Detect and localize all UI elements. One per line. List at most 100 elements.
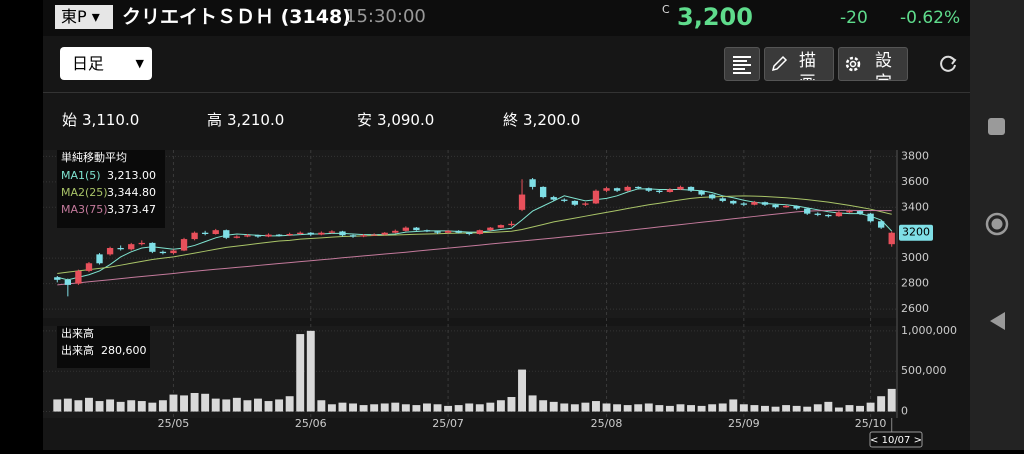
candle-body bbox=[117, 248, 124, 250]
ma-line bbox=[57, 188, 893, 281]
gear-icon bbox=[845, 56, 861, 72]
header-bar bbox=[43, 0, 970, 36]
volume-bar bbox=[496, 400, 505, 412]
y-tick-label: 3800 bbox=[901, 149, 929, 162]
candle-body bbox=[487, 227, 494, 231]
volume-bar bbox=[106, 399, 115, 412]
volume-bar bbox=[613, 404, 622, 412]
volume-bar bbox=[866, 402, 875, 412]
nav-bar bbox=[970, 0, 1024, 450]
candle-body bbox=[381, 232, 388, 235]
period-select[interactable]: 日足 ▼ bbox=[60, 47, 152, 80]
candle-body bbox=[782, 206, 790, 208]
candle-body bbox=[751, 202, 758, 205]
legend-value: 3,344.80 bbox=[107, 186, 156, 199]
summary-item: 高 3,210.0 bbox=[207, 109, 284, 130]
summary-item: 始 3,110.0 bbox=[62, 109, 139, 130]
volume-bar bbox=[655, 405, 664, 412]
candle-body bbox=[687, 186, 695, 191]
period: 日足 bbox=[72, 54, 105, 73]
volume-bar bbox=[327, 404, 336, 412]
candle-body bbox=[508, 223, 515, 226]
volume-bar bbox=[813, 404, 822, 412]
volume-bar bbox=[507, 397, 516, 412]
candle-body bbox=[349, 235, 357, 237]
volume-bar bbox=[359, 405, 368, 412]
volume-bar bbox=[465, 403, 474, 412]
volume-bar bbox=[391, 402, 400, 412]
volume-bar bbox=[74, 400, 83, 412]
candle-body bbox=[149, 242, 156, 252]
y-tick-label: 500,000 bbox=[901, 364, 947, 377]
candle-body bbox=[867, 213, 874, 222]
volume-bar bbox=[602, 403, 611, 412]
pencil-icon bbox=[771, 55, 788, 72]
x-tick-label: 25/08 bbox=[591, 417, 623, 430]
volume-bar bbox=[475, 404, 484, 412]
volume-bar bbox=[739, 404, 748, 412]
volume-bar bbox=[518, 369, 526, 412]
volume-bar bbox=[792, 405, 801, 412]
volume-bar bbox=[729, 399, 738, 412]
settings-button[interactable]: 設定 bbox=[838, 47, 908, 81]
candle-body bbox=[539, 186, 547, 198]
volume-bar bbox=[549, 401, 558, 412]
x-tick-label: 25/10 bbox=[855, 417, 887, 430]
volume-legend-name: 出来高 bbox=[61, 343, 94, 357]
volume-bar bbox=[127, 400, 136, 412]
summary-value: 3,210.0 bbox=[227, 111, 285, 129]
candle-body bbox=[592, 190, 600, 204]
candle-body bbox=[888, 232, 895, 245]
legend-name: MA1(5) bbox=[61, 169, 101, 182]
candle-body bbox=[825, 214, 832, 217]
stock-name: クリエイトＳＤＨ (3148) bbox=[122, 6, 351, 28]
candle-body bbox=[466, 232, 473, 234]
candle-body bbox=[106, 248, 114, 255]
candle-body bbox=[772, 204, 779, 208]
volume-bar bbox=[211, 398, 220, 412]
candle-body bbox=[64, 279, 72, 285]
volume-bar bbox=[454, 405, 463, 412]
exchange-select[interactable]: 東P ▾ bbox=[55, 5, 113, 29]
candle-body bbox=[307, 232, 314, 235]
candle-body bbox=[666, 189, 674, 192]
candle-body bbox=[54, 277, 61, 280]
candle-body bbox=[804, 208, 811, 214]
volume-bar bbox=[412, 405, 421, 412]
volume-bar bbox=[222, 399, 231, 412]
candle-body bbox=[740, 203, 748, 205]
candle-body bbox=[455, 230, 462, 233]
summary-value: 3,200.0 bbox=[523, 111, 581, 129]
refresh-button[interactable] bbox=[936, 52, 960, 76]
candle-body bbox=[529, 179, 536, 187]
candle-body bbox=[191, 232, 198, 240]
volume-bar bbox=[232, 397, 241, 412]
summary-item: 安 3,090.0 bbox=[357, 109, 434, 130]
candle-body bbox=[339, 231, 346, 236]
volume-bar bbox=[761, 405, 769, 412]
candle-body bbox=[814, 213, 821, 215]
candle-body bbox=[392, 230, 399, 233]
volume-bar bbox=[180, 395, 188, 412]
volume-bar bbox=[338, 402, 347, 412]
candle-body bbox=[328, 231, 336, 233]
volume-bar bbox=[243, 400, 252, 412]
draw-button[interactable]: 描画 bbox=[764, 47, 834, 81]
volume-bar bbox=[623, 405, 632, 412]
volume-bar bbox=[169, 394, 178, 412]
candle-body bbox=[297, 232, 304, 234]
x-tick-label: 25/05 bbox=[158, 417, 190, 430]
candle-body bbox=[571, 200, 579, 205]
volume-bar bbox=[201, 393, 210, 412]
volume-bar bbox=[718, 403, 727, 412]
legend-box bbox=[57, 326, 150, 368]
volume-bar bbox=[665, 405, 674, 412]
list-button[interactable] bbox=[724, 47, 760, 81]
candle-body bbox=[223, 230, 230, 238]
time: 15:30:00 bbox=[345, 6, 426, 27]
candle-body bbox=[761, 202, 769, 205]
volume-bar bbox=[137, 401, 146, 412]
summary-label: 高 bbox=[207, 111, 223, 129]
volume-bar bbox=[528, 395, 537, 412]
volume-bar bbox=[349, 403, 357, 412]
